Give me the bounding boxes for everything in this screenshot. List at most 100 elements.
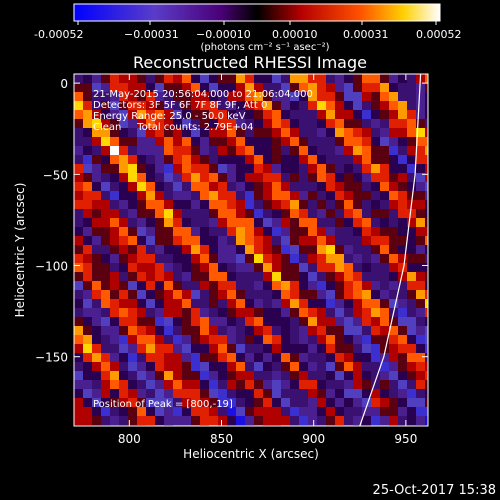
heatmap-cell <box>398 263 407 272</box>
heatmap-cell <box>74 83 83 92</box>
heatmap-cell <box>290 326 299 335</box>
heatmap-cell <box>380 290 389 299</box>
heatmap-cell <box>200 371 209 380</box>
heatmap-cell <box>353 119 362 128</box>
heatmap-cell <box>128 146 137 155</box>
heatmap-cell <box>299 398 308 407</box>
heatmap-cell <box>326 272 335 281</box>
heatmap-cell <box>182 308 191 317</box>
heatmap-cell <box>146 128 155 137</box>
heatmap-cell <box>218 398 227 407</box>
heatmap-cell <box>128 236 137 245</box>
heatmap-cell <box>236 290 245 299</box>
heatmap-cell <box>137 92 146 101</box>
heatmap-cell <box>299 182 308 191</box>
heatmap-cell <box>407 245 416 254</box>
heatmap-cell <box>173 254 182 263</box>
heatmap-cell <box>164 263 173 272</box>
heatmap-cell <box>299 254 308 263</box>
heatmap-cell <box>92 380 101 389</box>
heatmap-cell <box>218 218 227 227</box>
heatmap-cell <box>218 119 227 128</box>
heatmap-cell <box>263 362 272 371</box>
heatmap-cell <box>371 362 380 371</box>
heatmap-cell <box>380 335 389 344</box>
heatmap-cell <box>326 128 335 137</box>
heatmap-cell <box>353 254 362 263</box>
heatmap-cell <box>92 344 101 353</box>
heatmap-cell <box>407 290 416 299</box>
heatmap-cell <box>92 335 101 344</box>
colorbar-ticks <box>77 21 437 25</box>
heatmap-cell <box>83 290 92 299</box>
heatmap-cell <box>317 290 326 299</box>
heatmap-cell <box>209 101 218 110</box>
heatmap-cell <box>164 416 173 425</box>
heatmap-cell <box>380 263 389 272</box>
heatmap-cell <box>92 146 101 155</box>
heatmap-cell <box>128 128 137 137</box>
heatmap-cell <box>335 389 344 398</box>
heatmap-cell <box>128 317 137 326</box>
heatmap-cell <box>182 353 191 362</box>
heatmap-cell <box>326 416 335 425</box>
heatmap-cell <box>83 308 92 317</box>
heatmap-cell <box>425 209 428 218</box>
heatmap-cell <box>290 254 299 263</box>
footer-timestamp: 25-Oct-2017 15:38 <box>373 483 496 498</box>
heatmap-cell <box>173 74 182 83</box>
heatmap-cell <box>317 335 326 344</box>
heatmap-cell <box>155 182 164 191</box>
heatmap-cell <box>326 92 335 101</box>
heatmap-cell <box>245 146 254 155</box>
heatmap-cell <box>416 398 425 407</box>
heatmap-cell <box>227 380 236 389</box>
heatmap-cell <box>389 209 398 218</box>
heatmap-cell <box>254 299 263 308</box>
heatmap-cell <box>389 245 398 254</box>
heatmap-cell <box>236 344 245 353</box>
heatmap-cell <box>389 146 398 155</box>
heatmap-cell <box>110 245 119 254</box>
heatmap-cell <box>317 398 326 407</box>
heatmap-cell <box>200 191 209 200</box>
heatmap-cell <box>191 83 200 92</box>
heatmap-cell <box>362 155 371 164</box>
heatmap-cell <box>236 209 245 218</box>
heatmap-cell <box>173 362 182 371</box>
heatmap-cell <box>425 227 428 236</box>
heatmap-cell <box>344 398 353 407</box>
heatmap-cell <box>119 236 128 245</box>
heatmap-cell <box>182 263 191 272</box>
heatmap-cell <box>119 227 128 236</box>
heatmap-cell <box>308 119 317 128</box>
heatmap-cell <box>146 155 155 164</box>
heatmap-cell <box>254 254 263 263</box>
heatmap-cell <box>245 227 254 236</box>
heatmap-cell <box>407 281 416 290</box>
heatmap-cell <box>146 218 155 227</box>
heatmap-cell <box>245 326 254 335</box>
heatmap-cell <box>290 155 299 164</box>
heatmap-cell <box>281 137 290 146</box>
heatmap-cell <box>200 218 209 227</box>
heatmap-cell <box>218 254 227 263</box>
heatmap-cell <box>209 191 218 200</box>
heatmap-cell <box>200 281 209 290</box>
heatmap-cell <box>74 272 83 281</box>
heatmap-cell <box>353 155 362 164</box>
heatmap-cell <box>191 335 200 344</box>
heatmap-cell <box>281 182 290 191</box>
heatmap-cell <box>416 128 425 137</box>
heatmap-cell <box>146 326 155 335</box>
heatmap-cell <box>389 110 398 119</box>
heatmap-cell <box>272 371 281 380</box>
heatmap-cell <box>425 119 428 128</box>
heatmap-cell <box>425 92 428 101</box>
heatmap-cell <box>146 191 155 200</box>
heatmap-cell <box>335 155 344 164</box>
heatmap-cell <box>83 353 92 362</box>
heatmap-cell <box>254 83 263 92</box>
heatmap-cell <box>101 137 110 146</box>
heatmap-cell <box>389 164 398 173</box>
